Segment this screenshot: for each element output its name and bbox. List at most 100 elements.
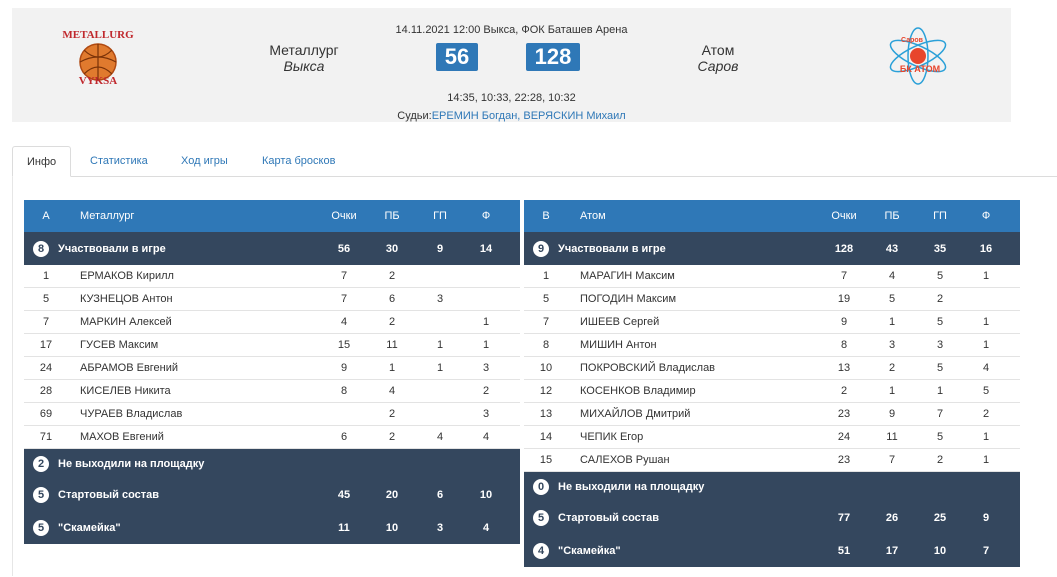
table-header: А Металлург Очки ПБ ГП Ф	[24, 200, 520, 232]
player-number: 28	[39, 385, 53, 397]
home-score: 56	[436, 43, 478, 71]
player-name[interactable]: ЕРМАКОВ Кирилл	[80, 270, 174, 282]
summary-gp: 6	[436, 489, 444, 501]
summary-points: 51	[837, 544, 851, 557]
summary-label: "Скамейка"	[58, 521, 121, 534]
player-pb: 2	[388, 270, 396, 282]
player-pb: 11	[386, 339, 398, 351]
away-team-logo[interactable]: Саров БК АТОМ	[882, 22, 954, 88]
player-gp: 1	[436, 339, 444, 351]
player-name[interactable]: ЧЕПИК Егор	[580, 431, 644, 443]
player-points: 15	[337, 339, 351, 351]
referees: Судьи:ЕРЕМИН Богдан, ВЕРЯСКИН Михаил	[12, 110, 1011, 122]
player-name[interactable]: МАРКИН Алексей	[80, 316, 172, 328]
col-pb[interactable]: ПБ	[884, 210, 900, 222]
player-number: 5	[542, 293, 550, 305]
tab-statistics[interactable]: Статистика	[90, 155, 148, 167]
player-pb: 11	[886, 431, 898, 443]
player-fouls: 1	[982, 431, 990, 443]
team-name-header[interactable]: Металлург	[80, 210, 135, 222]
player-row: 71 МАХОВ Евгений 6 2 4 4	[24, 426, 520, 449]
summary-label: "Скамейка"	[558, 544, 621, 557]
team-name-header[interactable]: Атом	[580, 210, 606, 222]
col-pb[interactable]: ПБ	[384, 210, 400, 222]
summary-points: 77	[837, 512, 851, 524]
summary-points: 56	[337, 242, 351, 255]
home-team-block[interactable]: Металлург Выкса	[234, 42, 374, 74]
team-letter: В	[542, 210, 550, 222]
col-gp[interactable]: ГП	[933, 210, 947, 222]
col-fouls[interactable]: Ф	[481, 210, 491, 222]
player-pb: 5	[888, 293, 896, 305]
tabs-divider	[12, 176, 1057, 177]
player-name[interactable]: МИШИН Антон	[580, 339, 657, 351]
home-team-logo[interactable]: METALLURG VYKSA	[62, 22, 134, 88]
player-name[interactable]: ГУСЕВ Максим	[80, 339, 159, 351]
player-gp: 5	[936, 316, 944, 328]
player-name[interactable]: КОСЕНКОВ Владимир	[580, 385, 696, 397]
player-name[interactable]: МИХАЙЛОВ Дмитрий	[580, 408, 691, 420]
home-logo-text-bottom: VYKSA	[79, 75, 118, 87]
player-name[interactable]: САЛЕХОВ Рушан	[580, 454, 670, 466]
col-points[interactable]: Очки	[831, 210, 857, 222]
player-fouls: 3	[482, 408, 490, 420]
player-pb: 1	[388, 362, 396, 374]
player-gp: 1	[436, 362, 444, 374]
player-number: 12	[539, 385, 553, 397]
player-fouls: 3	[482, 362, 490, 374]
player-fouls: 1	[982, 339, 990, 351]
player-pb: 7	[888, 454, 896, 466]
player-name[interactable]: КУЗНЕЦОВ Антон	[80, 293, 173, 305]
player-gp: 5	[936, 270, 944, 282]
player-fouls: 4	[482, 431, 490, 443]
player-pb: 2	[388, 408, 396, 420]
summary-label: Участвовали в игре	[558, 242, 666, 255]
player-row: 17 ГУСЕВ Максим 15 11 1 1	[24, 334, 520, 357]
summary-points: 128	[834, 242, 854, 255]
player-name[interactable]: КИСЕЛЕВ Никита	[80, 385, 171, 397]
player-gp: 1	[936, 385, 944, 397]
summary-points: 45	[337, 489, 351, 501]
summary-label: Не выходили на площадку	[558, 481, 705, 493]
player-row: 5 КУЗНЕЦОВ Антон 7 6 3	[24, 288, 520, 311]
match-header: METALLURG VYKSA 14.11.2021 12:00 Выкса, …	[12, 8, 1011, 122]
tab-info[interactable]: Инфо	[12, 146, 71, 177]
summary-label: Не выходили на площадку	[58, 458, 205, 470]
table-header: В Атом Очки ПБ ГП Ф	[524, 200, 1020, 232]
player-number: 7	[42, 316, 50, 328]
player-number: 71	[39, 431, 53, 443]
tab-shot-map[interactable]: Карта бросков	[262, 155, 336, 167]
player-gp: 2	[936, 293, 944, 305]
player-name[interactable]: МАХОВ Евгений	[80, 431, 164, 443]
summary-points: 11	[338, 521, 350, 534]
player-name[interactable]: ИШЕЕВ Сергей	[580, 316, 660, 328]
summary-pb: 10	[385, 521, 399, 534]
summary-pb: 17	[885, 544, 899, 557]
player-name[interactable]: ПОГОДИН Максим	[580, 293, 677, 305]
player-points: 19	[837, 293, 851, 305]
tab-panel-border	[12, 176, 13, 576]
referees-names[interactable]: ЕРЕМИН Богдан, ВЕРЯСКИН Михаил	[431, 110, 626, 122]
col-gp[interactable]: ГП	[433, 210, 447, 222]
player-name[interactable]: ПОКРОВСКИЙ Владислав	[580, 362, 716, 374]
player-name[interactable]: МАРАГИН Максим	[580, 270, 675, 282]
player-gp: 3	[936, 339, 944, 351]
player-row: 7 МАРКИН Алексей 4 2 1	[24, 311, 520, 334]
player-number: 69	[39, 408, 53, 420]
col-fouls[interactable]: Ф	[981, 210, 991, 222]
player-name[interactable]: ЧУРАЕВ Владислав	[80, 408, 183, 420]
player-row: 8 МИШИН Антон 8 3 3 1	[524, 334, 1020, 357]
player-gp: 2	[936, 454, 944, 466]
tab-game-flow[interactable]: Ход игры	[181, 155, 228, 167]
player-points: 9	[340, 362, 348, 374]
dnp-summary-row: 0 Не выходили на площадку	[524, 472, 1020, 502]
player-row: 24 АБРАМОВ Евгений 9 1 1 3	[24, 357, 520, 380]
player-row: 1 ЕРМАКОВ Кирилл 7 2	[24, 265, 520, 288]
player-number: 14	[539, 431, 553, 443]
bench-summary-row: 4 "Скамейка" 51 17 10 7	[524, 534, 1020, 567]
player-name[interactable]: АБРАМОВ Евгений	[80, 362, 179, 374]
referees-label: Судьи:	[397, 110, 432, 122]
away-team-block[interactable]: Атом Саров	[648, 42, 788, 74]
col-points[interactable]: Очки	[331, 210, 357, 222]
away-box-score: В Атом Очки ПБ ГП Ф 9 Участвовали в игре…	[524, 200, 1020, 567]
